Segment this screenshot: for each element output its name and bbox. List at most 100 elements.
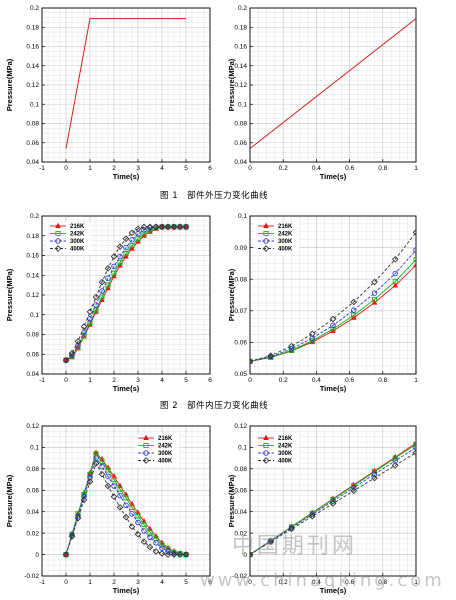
x-tick-label: 0.6	[345, 165, 354, 172]
data-point-400K	[267, 538, 275, 546]
x-tick-label: 1	[414, 377, 418, 384]
x-tick-label: 6	[208, 377, 212, 384]
data-point-242K	[309, 338, 315, 344]
data-point-242K	[159, 542, 165, 548]
data-point-242K	[351, 312, 357, 318]
legend-marker-242K	[55, 230, 61, 237]
data-point-400K	[92, 460, 100, 467]
x-tick-label: 0.6	[345, 377, 354, 384]
series-line-400K	[65, 462, 186, 556]
data-point-400K	[92, 293, 100, 301]
y-tick-label: 0.12	[234, 82, 247, 89]
legend-marker-300K	[263, 238, 269, 244]
x-tick-label: -1	[39, 579, 45, 586]
y-tick-label: 0.14	[26, 272, 39, 279]
y-tick-label: 0.16	[26, 253, 39, 260]
y-tick-label: -0.02	[24, 573, 39, 580]
y-tick-label: 0.12	[234, 423, 247, 430]
x-tick-label: 5	[184, 165, 188, 172]
y-tick-label: 0.18	[234, 24, 247, 31]
series-line-pressure	[65, 18, 186, 149]
y-tick-label: 0.2	[30, 5, 39, 12]
x-tick-label: 0	[64, 579, 68, 586]
y-tick-label: 0	[243, 552, 247, 559]
data-point-242K	[99, 458, 105, 464]
data-point-242K	[111, 477, 117, 483]
data-point-300K	[153, 540, 159, 546]
x-tick-label: 2	[112, 377, 116, 384]
legend-marker-400K	[142, 457, 150, 464]
data-point-242K	[135, 236, 141, 242]
legend-label-216K: 216K	[278, 224, 293, 230]
y-tick-label: 0.06	[234, 140, 247, 147]
figure2-caption: 图 2 部件内压力变化曲线	[160, 401, 269, 411]
y-tick-label: 0.12	[26, 292, 39, 299]
data-point-242K	[105, 467, 111, 473]
y-axis-label: Pressure(MPa)	[227, 474, 236, 527]
y-axis-label: Pressure(MPa)	[227, 58, 236, 111]
legend-label-216K: 216K	[70, 224, 85, 230]
data-point-400K	[329, 500, 337, 507]
legend-marker-400K	[262, 245, 270, 252]
data-point-400K	[128, 229, 136, 237]
data-point-216K	[141, 518, 147, 524]
data-point-300K	[171, 550, 177, 557]
x-tick-label: 4	[160, 579, 164, 586]
y-tick-label: 0.04	[234, 159, 247, 166]
x-axis-label: Time(s)	[113, 384, 140, 393]
data-point-400K	[80, 496, 88, 504]
plot-area	[62, 223, 190, 364]
data-point-400K	[250, 358, 254, 365]
data-point-400K	[176, 551, 184, 558]
x-tick-label: 5	[184, 579, 188, 586]
figure1-caption: 图 1 部件外压力变化曲线	[160, 191, 269, 201]
data-point-300K	[87, 315, 93, 322]
legend-marker-242K	[143, 442, 149, 449]
data-point-400K	[371, 474, 378, 482]
y-tick-label: 0.06	[26, 140, 39, 147]
y-tick-label: 0.1	[238, 101, 247, 108]
y-tick-label: 0.08	[26, 332, 39, 339]
y-tick-label: 0.1	[30, 312, 39, 319]
series-line-400K	[65, 226, 186, 361]
data-point-400K	[182, 223, 190, 231]
data-point-242K	[93, 307, 99, 313]
y-tick-label: 0.14	[26, 63, 39, 70]
data-point-242K	[330, 326, 336, 332]
y-tick-label: 0.18	[26, 233, 39, 240]
data-point-400K	[98, 470, 106, 478]
series-line-242K	[250, 443, 416, 555]
data-point-300K	[350, 307, 357, 313]
data-point-400K	[250, 551, 254, 558]
plot-area	[250, 229, 416, 365]
x-axis-label: Time(s)	[113, 172, 140, 181]
data-point-400K	[104, 482, 112, 490]
data-point-242K	[123, 495, 129, 501]
plot-frame	[249, 215, 417, 375]
plot-frame	[249, 425, 417, 577]
y-tick-label: 0.08	[26, 121, 39, 128]
data-point-216K	[147, 525, 153, 531]
data-point-400K	[74, 514, 82, 522]
data-point-242K	[117, 259, 123, 265]
legend-marker-216K	[143, 434, 149, 441]
data-point-400K	[122, 513, 130, 521]
chart-fig2-right: 0 0.2 0.4 0.6 0.8 1 0.05 0.06 0.07 0.08 0.09 0.1 Tim…	[227, 213, 418, 393]
data-point-400K	[412, 449, 416, 456]
y-tick-label: 0.06	[234, 340, 247, 347]
data-point-400K	[176, 223, 184, 231]
data-point-300K	[87, 474, 93, 481]
data-point-400K	[152, 223, 160, 231]
data-point-300K	[99, 288, 105, 294]
data-point-216K	[371, 299, 378, 305]
data-point-400K	[104, 265, 112, 272]
x-tick-label: 5	[184, 377, 188, 384]
plot-area	[65, 18, 186, 149]
x-tick-label: 0	[248, 377, 252, 384]
legend-box	[255, 434, 299, 467]
chart-fig1-right: 0 0.2 0.4 0.6 0.8 1 0.04 0.06 0.08 0.1 0.12 0.14 0.1…	[227, 5, 418, 181]
data-point-400K	[170, 551, 178, 558]
legend-label-242K: 242K	[70, 232, 85, 238]
y-tick-label: 0.16	[234, 44, 247, 51]
